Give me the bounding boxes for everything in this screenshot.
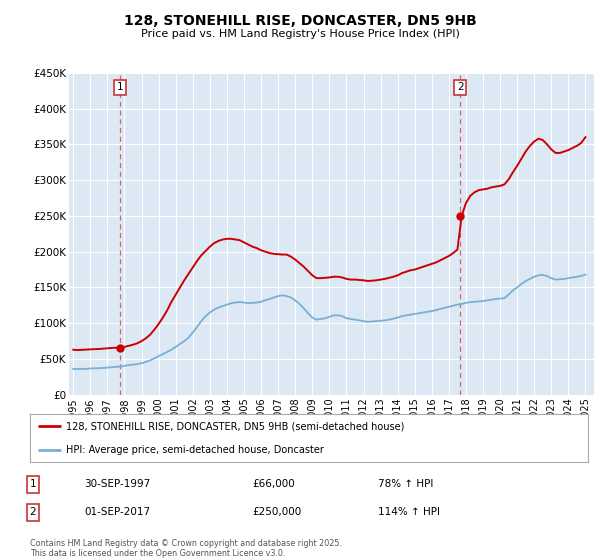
Text: 01-SEP-2017: 01-SEP-2017 — [84, 507, 150, 517]
Text: 30-SEP-1997: 30-SEP-1997 — [84, 479, 150, 489]
Text: 1: 1 — [117, 82, 124, 92]
Text: 2: 2 — [29, 507, 37, 517]
Text: 114% ↑ HPI: 114% ↑ HPI — [378, 507, 440, 517]
Text: 128, STONEHILL RISE, DONCASTER, DN5 9HB: 128, STONEHILL RISE, DONCASTER, DN5 9HB — [124, 14, 476, 28]
Text: Contains HM Land Registry data © Crown copyright and database right 2025.
This d: Contains HM Land Registry data © Crown c… — [30, 539, 342, 558]
Text: 2: 2 — [457, 82, 464, 92]
Text: £250,000: £250,000 — [252, 507, 301, 517]
Text: Price paid vs. HM Land Registry's House Price Index (HPI): Price paid vs. HM Land Registry's House … — [140, 29, 460, 39]
Text: 1: 1 — [29, 479, 37, 489]
Text: 78% ↑ HPI: 78% ↑ HPI — [378, 479, 433, 489]
Text: 128, STONEHILL RISE, DONCASTER, DN5 9HB (semi-detached house): 128, STONEHILL RISE, DONCASTER, DN5 9HB … — [66, 421, 404, 431]
Text: £66,000: £66,000 — [252, 479, 295, 489]
Text: HPI: Average price, semi-detached house, Doncaster: HPI: Average price, semi-detached house,… — [66, 445, 324, 455]
